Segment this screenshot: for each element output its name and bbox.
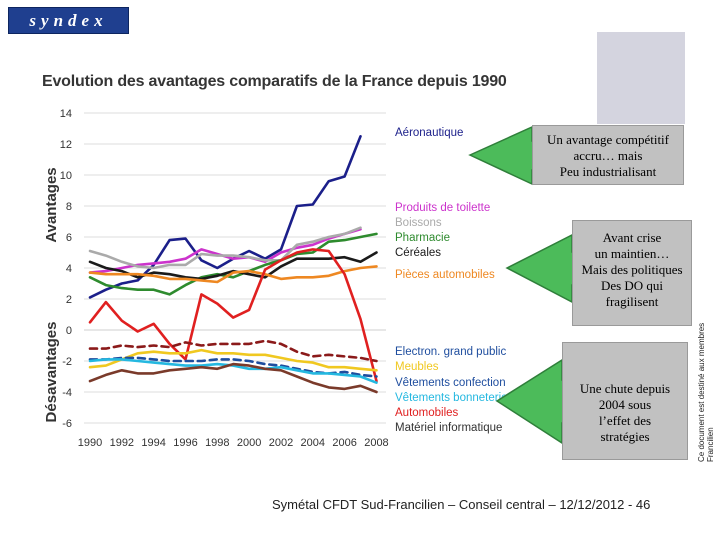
y-tick-label: 6: [66, 232, 72, 244]
y-tick-label: 0: [66, 325, 72, 337]
series-line-aeronautique: [88, 135, 362, 299]
series-line-pieces-automobiles: [88, 265, 378, 284]
y-tick-label: -4: [62, 387, 72, 399]
y-tick-label: 12: [60, 139, 72, 151]
legend-label-pharmacie: Pharmacie: [395, 232, 450, 244]
x-tick-label: 1994: [141, 437, 165, 449]
series-line-vetements-bonneterie: [88, 358, 378, 385]
x-tick-label: 2002: [269, 437, 293, 449]
series-line-electron-grand-public: [88, 248, 378, 383]
legend-label-toilette: Produits de toilette: [395, 202, 490, 214]
callout-middle: Avant crise un maintien… Mais des politi…: [572, 220, 692, 326]
series-line-materiel-informatique: [88, 362, 378, 394]
footer-text: Symétal CFDT Sud-Francilien – Conseil ce…: [272, 497, 651, 512]
chart-series: [88, 135, 378, 394]
syndex-logo: syndex: [8, 7, 129, 34]
series-line-meubles: [88, 348, 378, 372]
callout-top-line: accru… mais: [573, 148, 643, 163]
decorative-square: [597, 32, 685, 124]
side-note-line: Ce document est destiné aux membres: [697, 322, 706, 462]
x-tick-label: 2006: [332, 437, 356, 449]
x-tick-label: 1990: [78, 437, 102, 449]
legend-label-bonneterie: Vêtements bonneterie: [395, 392, 508, 404]
callout-middle-line: fragilisent: [605, 294, 659, 309]
legend-label-pieces: Pièces automobiles: [395, 269, 495, 281]
series-line-automobiles: [88, 339, 378, 363]
legend-label-aero: Aéronautique: [395, 127, 463, 139]
callout-top: Un avantage compétitif accru… mais Peu i…: [532, 125, 684, 185]
y-axis-label-avantages: Avantages: [43, 167, 60, 242]
callout-middle-line: Mais des politiques: [581, 262, 683, 277]
y-tick-label: -2: [62, 356, 72, 368]
x-tick-label: 1992: [110, 437, 134, 449]
chart-title: Evolution des avantages comparatifs de l…: [42, 73, 507, 90]
callout-middle-line: Des DO qui: [600, 278, 664, 293]
x-tick-label: 2004: [301, 437, 325, 449]
side-note: Ce document est destiné aux membres Fran…: [697, 323, 715, 462]
legend-label-cereales: Céréales: [395, 247, 441, 259]
side-note-line: Francilien: [706, 427, 715, 462]
callout-top-line: Peu industrialisant: [559, 164, 657, 179]
callout-bottom-line: stratégies: [600, 429, 650, 444]
series-line-boissons: [88, 226, 362, 270]
x-tick-label: 1996: [173, 437, 197, 449]
y-tick-label: 2: [66, 294, 72, 306]
legend-label-automobiles: Automobiles: [395, 407, 459, 419]
y-tick-label: 8: [66, 201, 72, 213]
series-line-pharmacie: [88, 232, 378, 296]
callout-middle-line: Avant crise: [602, 230, 662, 245]
callout-middle-line: un maintien…: [594, 246, 670, 261]
x-tick-label: 1998: [205, 437, 229, 449]
callout-bottom-line: Une chute depuis: [579, 381, 671, 396]
series-line-cereales: [88, 251, 378, 281]
callout-top-line: Un avantage compétitif: [546, 132, 669, 147]
x-tick-label: 2000: [237, 437, 261, 449]
y-tick-label: -6: [62, 418, 72, 430]
x-tick-label: 2008: [364, 437, 388, 449]
chart-legend: Aéronautique Produits de toilette Boissons…: [395, 127, 508, 434]
y-tick-label: 10: [60, 170, 72, 182]
callout-bottom-line: l’effet des: [598, 413, 652, 428]
legend-label-confection: Vêtements confection: [395, 377, 506, 389]
chart-grid: [84, 112, 386, 424]
legend-label-electron: Electron. grand public: [395, 346, 506, 358]
chart-axes: 14 12 10 8 6 4 2 0 -2 -4 -6 1990 1992 1994 1996 1998 200…: [43, 108, 389, 449]
callout-bottom-line: 2004 sous: [598, 397, 652, 412]
y-tick-label: 4: [66, 263, 72, 275]
y-axis-label-desavantages: Désavantages: [43, 322, 60, 423]
y-tick-label: 14: [60, 108, 72, 120]
logo-text: syndex: [29, 11, 108, 30]
legend-label-meubles: Meubles: [395, 361, 439, 373]
legend-label-boissons: Boissons: [395, 217, 442, 229]
callout-bottom: Une chute depuis 2004 sous l’effet des s…: [562, 342, 688, 460]
legend-label-informatique: Matériel informatique: [395, 422, 502, 434]
